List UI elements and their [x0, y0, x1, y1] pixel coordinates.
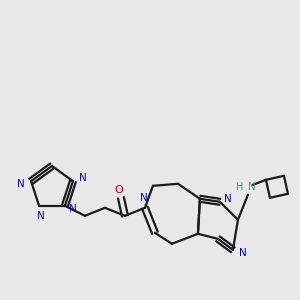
Text: N: N	[248, 182, 256, 192]
Text: N: N	[239, 248, 247, 258]
Text: N: N	[79, 173, 87, 183]
Text: N: N	[69, 204, 77, 214]
Text: N: N	[140, 193, 148, 203]
Text: N: N	[224, 194, 232, 204]
Text: H: H	[236, 182, 244, 192]
Text: N: N	[37, 211, 45, 221]
Text: N: N	[17, 179, 25, 189]
Text: O: O	[115, 185, 123, 195]
